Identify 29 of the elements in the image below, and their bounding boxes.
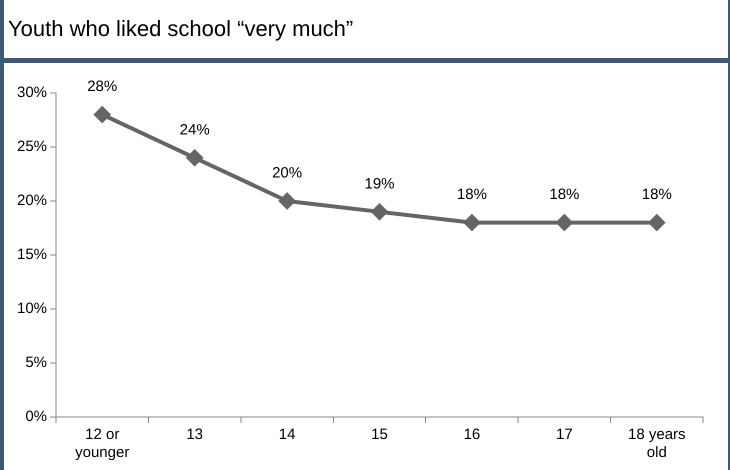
x-tick-label: 14 <box>278 426 296 444</box>
y-tick-label: 0% <box>25 408 48 426</box>
point <box>186 150 203 166</box>
y-tick-label: 20% <box>16 192 48 210</box>
point <box>279 193 296 209</box>
x-tick-label: 15 <box>371 426 388 444</box>
x-tick-label: 13 <box>186 426 204 444</box>
point <box>648 214 665 231</box>
chart-title: Youth who liked school “very much” <box>4 0 728 63</box>
x-tick-label: 16 <box>464 426 480 444</box>
data-label: 20% <box>272 164 302 182</box>
point <box>464 214 480 231</box>
x-tick-label: 17 <box>556 426 573 444</box>
data-label: 18% <box>456 186 487 204</box>
x-tick-label: 12 or younger <box>75 426 130 462</box>
point <box>94 106 110 123</box>
y-tick-label: 5% <box>25 354 48 372</box>
point <box>556 214 572 231</box>
y-tick-label: 15% <box>16 246 48 264</box>
data-label: 18% <box>642 186 672 204</box>
data-label: 24% <box>180 121 210 138</box>
y-tick-label: 30% <box>16 84 48 102</box>
point <box>372 204 388 220</box>
y-tick-label: 10% <box>16 300 48 318</box>
data-label: 28% <box>87 78 118 96</box>
x-tick-label: 18 years old <box>628 426 686 462</box>
data-label: 19% <box>364 175 395 192</box>
y-tick-label: 25% <box>16 138 48 156</box>
data-label: 18% <box>549 186 580 204</box>
